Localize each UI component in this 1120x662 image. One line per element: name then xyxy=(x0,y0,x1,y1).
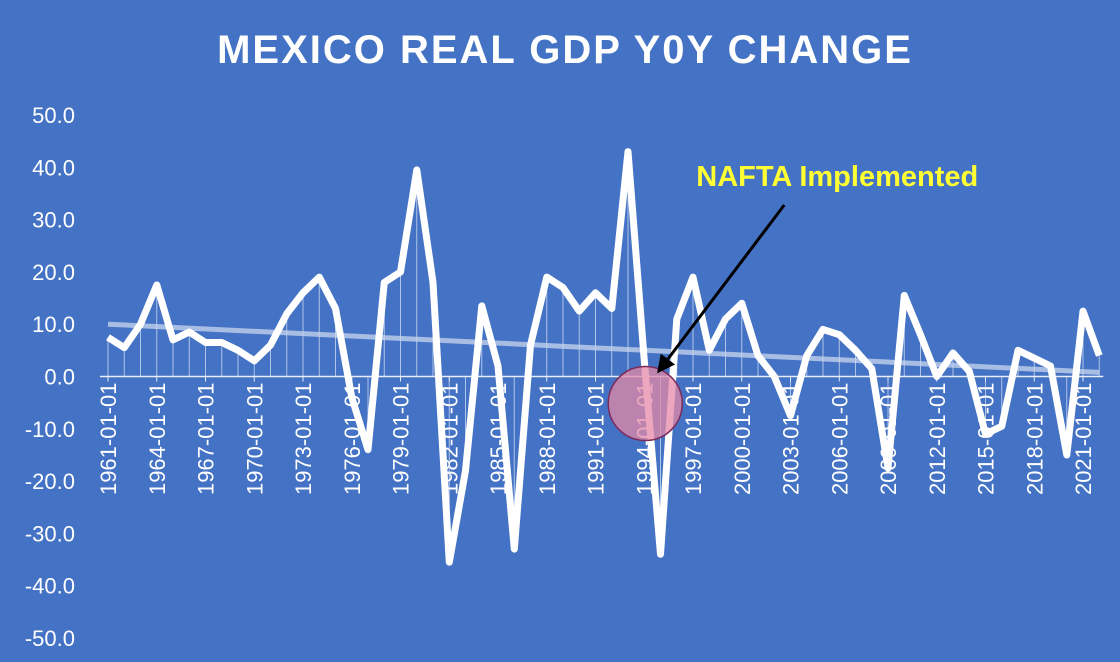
y-tick-label: 50.0 xyxy=(32,103,75,128)
x-tick-label: 1973-01-01 xyxy=(291,383,316,496)
x-tick-label: 1970-01-01 xyxy=(242,383,267,496)
x-tick-label: 1997-01-01 xyxy=(681,383,706,496)
y-tick-label: -30.0 xyxy=(25,521,75,546)
x-tick-label: 1988-01-01 xyxy=(535,383,560,496)
y-tick-label: -20.0 xyxy=(25,469,75,494)
y-tick-label: 30.0 xyxy=(32,208,75,233)
y-tick-label: 10.0 xyxy=(32,312,75,337)
y-tick-label: -50.0 xyxy=(25,626,75,651)
chart-title: MEXICO REAL GDP Y0Y CHANGE xyxy=(217,28,913,72)
y-tick-label: 40.0 xyxy=(32,155,75,180)
annotation-label: NAFTA Implemented xyxy=(696,161,978,193)
annotation-arrow xyxy=(657,204,786,374)
y-tick-label: -40.0 xyxy=(25,574,75,599)
x-tick-label: 1967-01-01 xyxy=(194,383,219,496)
x-tick-label: 1961-01-01 xyxy=(96,383,121,496)
x-tick-label: 1964-01-01 xyxy=(145,383,170,496)
y-tick-label: 20.0 xyxy=(32,260,75,285)
x-tick-label: 2006-01-01 xyxy=(827,383,852,496)
x-tick-label: 2000-01-01 xyxy=(730,383,755,496)
x-tick-label: 1979-01-01 xyxy=(389,383,414,496)
highlight-circle xyxy=(607,365,683,442)
x-tick-label: 1991-01-01 xyxy=(584,383,609,496)
x-tick-label: 2018-01-01 xyxy=(1022,383,1047,496)
y-tick-label: 0.0 xyxy=(44,365,75,390)
y-tick-label: -10.0 xyxy=(25,417,75,442)
series-line xyxy=(106,148,1103,566)
x-tick-label: 2012-01-01 xyxy=(925,383,950,496)
